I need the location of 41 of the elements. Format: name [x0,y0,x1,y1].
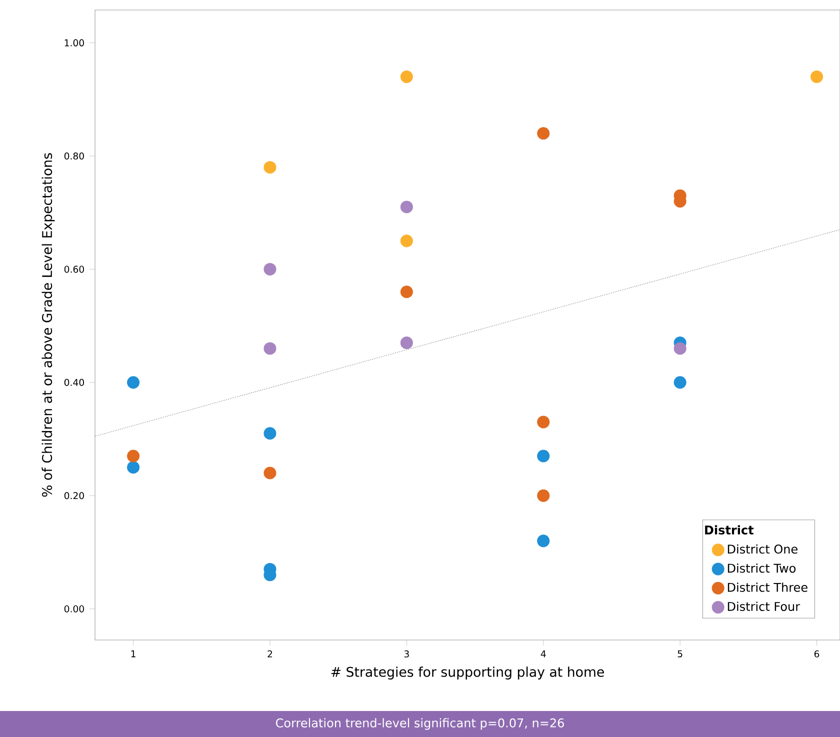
point [674,376,686,389]
legend-label: District One [728,544,798,554]
y-tick-label: 0.40 [64,378,84,386]
x-tick-label: 2 [268,650,272,658]
y-tick-label: 0.80 [64,152,84,160]
point [264,342,276,355]
point [127,461,140,474]
point [264,262,276,276]
legend-label: District Two [728,563,796,573]
point [537,416,550,428]
y-tick-label: 0.00 [64,605,84,612]
point [400,200,413,214]
point [127,376,140,389]
y-tick-label: 0.20 [64,492,84,500]
y-tick-label: 0.60 [64,266,84,273]
point [537,534,550,548]
point [400,286,413,298]
point [537,489,550,502]
point [400,70,413,84]
y-tick-label: 1.00 [64,39,84,46]
point [810,70,824,84]
x-tick-label: 3 [404,650,409,658]
point [264,161,276,174]
text: Correlation trend-level significant p=0.07, n=26 [276,718,564,730]
point [400,234,413,248]
point [674,342,686,355]
point [127,450,140,462]
point [264,427,276,440]
x-tick-label: 6 [814,650,820,658]
x-tick-label: 5 [678,650,682,658]
legend-title: District [705,525,754,535]
x-tick-label: 4 [540,650,546,658]
point [264,466,276,480]
point [537,450,550,462]
point [537,127,550,140]
y-axis-title: % of Children at or above Grade Level Expectations [42,153,55,497]
legend-label: District Three [728,582,808,592]
x-tick-label: 1 [131,650,136,658]
x-axis-title: # Strategies for supporting play at home [331,666,604,680]
point [400,336,413,350]
legend-label: District Four [728,602,800,611]
